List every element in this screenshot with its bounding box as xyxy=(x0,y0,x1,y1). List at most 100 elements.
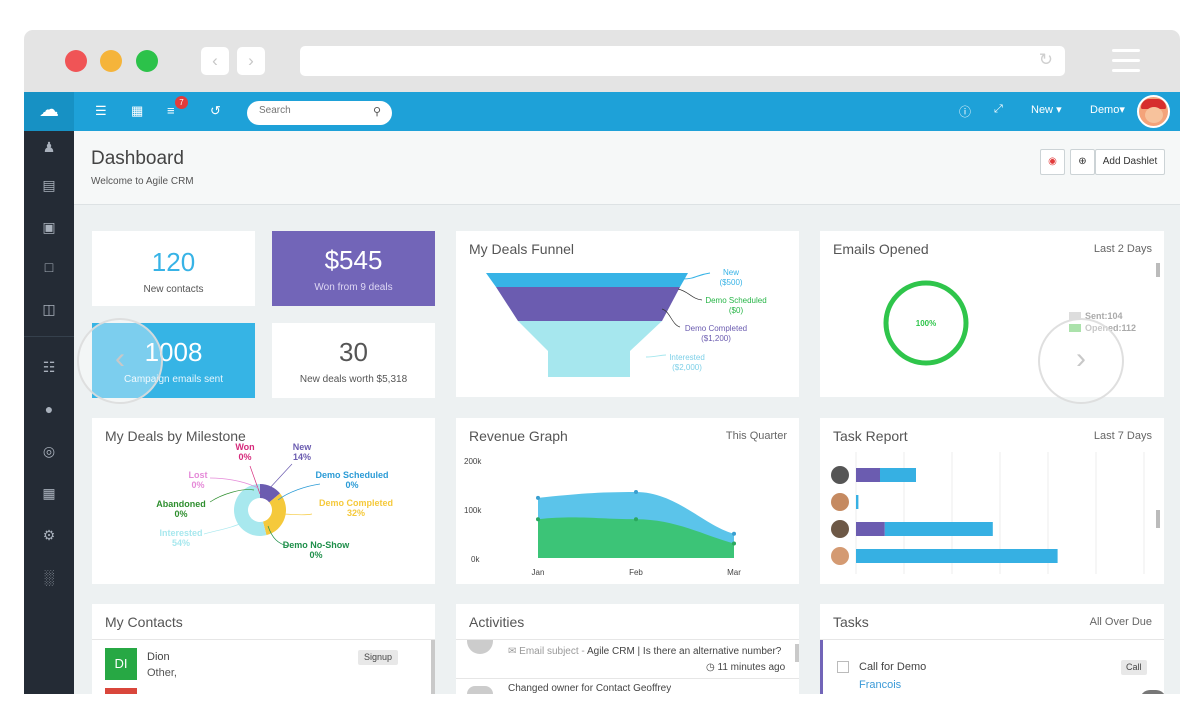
cases-icon[interactable]: □ xyxy=(44,259,54,275)
data-point[interactable] xyxy=(732,531,736,536)
area-series-1[interactable] xyxy=(538,517,734,558)
search-box[interactable]: ⚲ xyxy=(247,101,392,125)
data-point[interactable] xyxy=(536,495,540,500)
funnel-stage-demo-completed[interactable] xyxy=(496,287,680,321)
milestone-label-demo-no-show: Demo No-Show xyxy=(283,540,350,550)
reload-icon[interactable]: ↻ xyxy=(1038,50,1053,69)
close-window-button[interactable] xyxy=(65,50,87,72)
stat-new-deals[interactable]: 30 New deals worth $5,318 xyxy=(272,323,435,398)
new-menu[interactable]: New ▾ xyxy=(1031,104,1062,116)
opened-percent: 100% xyxy=(916,319,936,328)
milestone-pct-interested: 54% xyxy=(172,538,190,548)
card-title: My Contacts xyxy=(105,614,183,630)
minimize-window-button[interactable] xyxy=(100,50,122,72)
scrollbar[interactable] xyxy=(1156,510,1160,528)
legend-sent: Sent:104 xyxy=(1085,311,1123,321)
funnel-amount-demo-scheduled: ($0) xyxy=(729,306,744,315)
task-bar[interactable] xyxy=(856,549,1058,563)
contacts-icon[interactable]: ♟ xyxy=(42,139,56,155)
data-point[interactable] xyxy=(732,541,736,546)
help-icon[interactable]: ⓘ xyxy=(959,105,972,119)
activity-item[interactable]: Changed owner for Contact Geoffrey xyxy=(508,683,672,694)
avatar[interactable] xyxy=(1137,95,1170,128)
task-bar[interactable] xyxy=(880,468,916,482)
tasks-icon[interactable]: ≡ xyxy=(167,103,175,118)
revenue-graph-card: Revenue Graph This Quarter 200k 100k 0k … xyxy=(456,418,799,584)
forward-button[interactable]: › xyxy=(237,47,265,75)
task-bar[interactable] xyxy=(856,522,885,536)
task-bar[interactable] xyxy=(856,468,880,482)
task-contact-link[interactable]: Francois xyxy=(859,679,902,691)
back-button[interactable]: ‹ xyxy=(201,47,229,75)
milestone-label-demo-completed: Demo Completed xyxy=(319,498,393,508)
landing-pages-icon[interactable]: ▦ xyxy=(42,485,56,501)
add-dashlet-icon-button[interactable]: ⊕ xyxy=(1070,149,1095,175)
search-icon[interactable]: ⚲ xyxy=(372,106,381,118)
floating-action-icon[interactable] xyxy=(1140,690,1166,694)
add-dashlet-button[interactable]: Add Dashlet xyxy=(1095,149,1165,175)
pie-slice-new[interactable] xyxy=(260,484,281,503)
address-bar[interactable]: ↻ xyxy=(300,46,1065,76)
documents-icon[interactable]: ◫ xyxy=(42,301,56,317)
milestone-label-interested: Interested xyxy=(159,528,202,538)
deals-by-milestone-card: My Deals by Milestone Won 0% New 14% Dem… xyxy=(92,418,435,584)
task-report-card: Task Report Last 7 Days xyxy=(820,418,1164,584)
deals-icon[interactable]: ▣ xyxy=(42,219,56,235)
settings-icon[interactable]: ⚙ xyxy=(42,527,56,543)
task-type-tag: Call xyxy=(1121,660,1147,675)
contact-name[interactable]: Dion xyxy=(147,651,170,663)
card-range: This Quarter xyxy=(725,430,787,442)
workflows-icon[interactable]: ☷ xyxy=(42,359,56,375)
task-report-chart xyxy=(831,452,1160,574)
browser-window: ‹ › ↻ ☁ ☰ ▦ ≡ 7 ↺ ⚲ ⓘ ⤢ New ▾ Demo▾ ♟ xyxy=(24,30,1180,694)
milestone-label-lost: Lost xyxy=(189,470,208,480)
scrollbar[interactable] xyxy=(795,644,799,662)
stat-new-contacts[interactable]: 120 New contacts xyxy=(92,231,255,306)
stat-label: New deals worth $5,318 xyxy=(299,374,408,385)
scrollbar[interactable] xyxy=(431,640,435,694)
search-input[interactable] xyxy=(259,105,359,116)
data-point[interactable] xyxy=(634,490,638,495)
web-icon[interactable]: ◎ xyxy=(42,443,56,459)
funnel-stage-new[interactable] xyxy=(486,273,688,287)
funnel-stage-interested[interactable] xyxy=(518,321,662,377)
reports-icon[interactable]: ░ xyxy=(44,569,54,585)
browser-menu-icon[interactable] xyxy=(1112,49,1140,79)
page-header: Dashboard Welcome to Agile CRM ◉ ⊕ Add D… xyxy=(74,131,1180,205)
milestone-label-new: New xyxy=(293,442,313,452)
crm-app: ☁ ☰ ▦ ≡ 7 ↺ ⚲ ⓘ ⤢ New ▾ Demo▾ ♟ ▤ ▣ □ ◫ … xyxy=(24,92,1180,694)
card-title: Tasks xyxy=(833,614,869,630)
list-icon[interactable]: ☰ xyxy=(95,103,107,118)
cloud-logo-icon[interactable]: ☁ xyxy=(24,92,74,131)
funnel-label-interested: Interested xyxy=(669,353,705,362)
card-range: Last 7 Days xyxy=(1093,430,1152,442)
pie-slice-demo-completed[interactable] xyxy=(262,493,286,536)
task-name[interactable]: Call for Demo xyxy=(859,661,927,673)
stat-value: $545 xyxy=(324,245,383,275)
carousel-next-button[interactable]: › xyxy=(1038,318,1124,404)
calendar-icon[interactable]: ▦ xyxy=(131,103,144,118)
companies-icon[interactable]: ▤ xyxy=(42,177,56,193)
funnel-chart: New ($500) Demo Scheduled ($0) Demo Comp… xyxy=(486,268,767,377)
data-point[interactable] xyxy=(634,517,638,522)
contact-tag[interactable]: Signup xyxy=(358,650,399,665)
chat-icon[interactable]: ● xyxy=(44,401,54,417)
task-bar[interactable] xyxy=(856,495,859,509)
milestone-label-won: Won xyxy=(235,442,254,452)
stat-value: 30 xyxy=(339,337,368,367)
list-item[interactable]: DI Dion Other, Signup xyxy=(92,648,435,684)
xtick-label: Mar xyxy=(727,568,741,577)
data-point[interactable] xyxy=(536,517,540,522)
carousel-prev-button[interactable]: ‹ xyxy=(77,318,163,404)
chrome-extension-button[interactable]: ◉ xyxy=(1040,149,1065,175)
stat-won-deals[interactable]: $545 Won from 9 deals xyxy=(272,231,435,306)
history-icon[interactable]: ↺ xyxy=(210,103,221,118)
maximize-window-button[interactable] xyxy=(136,50,158,72)
scrollbar[interactable] xyxy=(1156,263,1160,277)
task-bar[interactable] xyxy=(884,522,993,536)
task-checkbox[interactable] xyxy=(837,661,849,673)
expand-icon[interactable]: ⤢ xyxy=(994,103,1003,115)
my-contacts-card: My Contacts DI Dion Other, Signup xyxy=(92,604,435,694)
activity-item[interactable]: ✉ Email subject - Agile CRM | Is there a… xyxy=(508,646,782,657)
user-menu[interactable]: Demo▾ xyxy=(1090,104,1125,116)
